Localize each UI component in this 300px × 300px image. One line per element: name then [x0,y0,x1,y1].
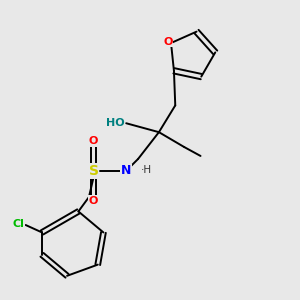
Text: Cl: Cl [12,219,24,229]
Text: N: N [121,164,131,177]
Text: O: O [89,196,98,206]
Text: O: O [89,136,98,146]
Text: ·H: ·H [140,165,152,175]
Text: S: S [88,164,98,178]
Text: HO: HO [106,118,125,128]
Text: O: O [164,37,173,46]
